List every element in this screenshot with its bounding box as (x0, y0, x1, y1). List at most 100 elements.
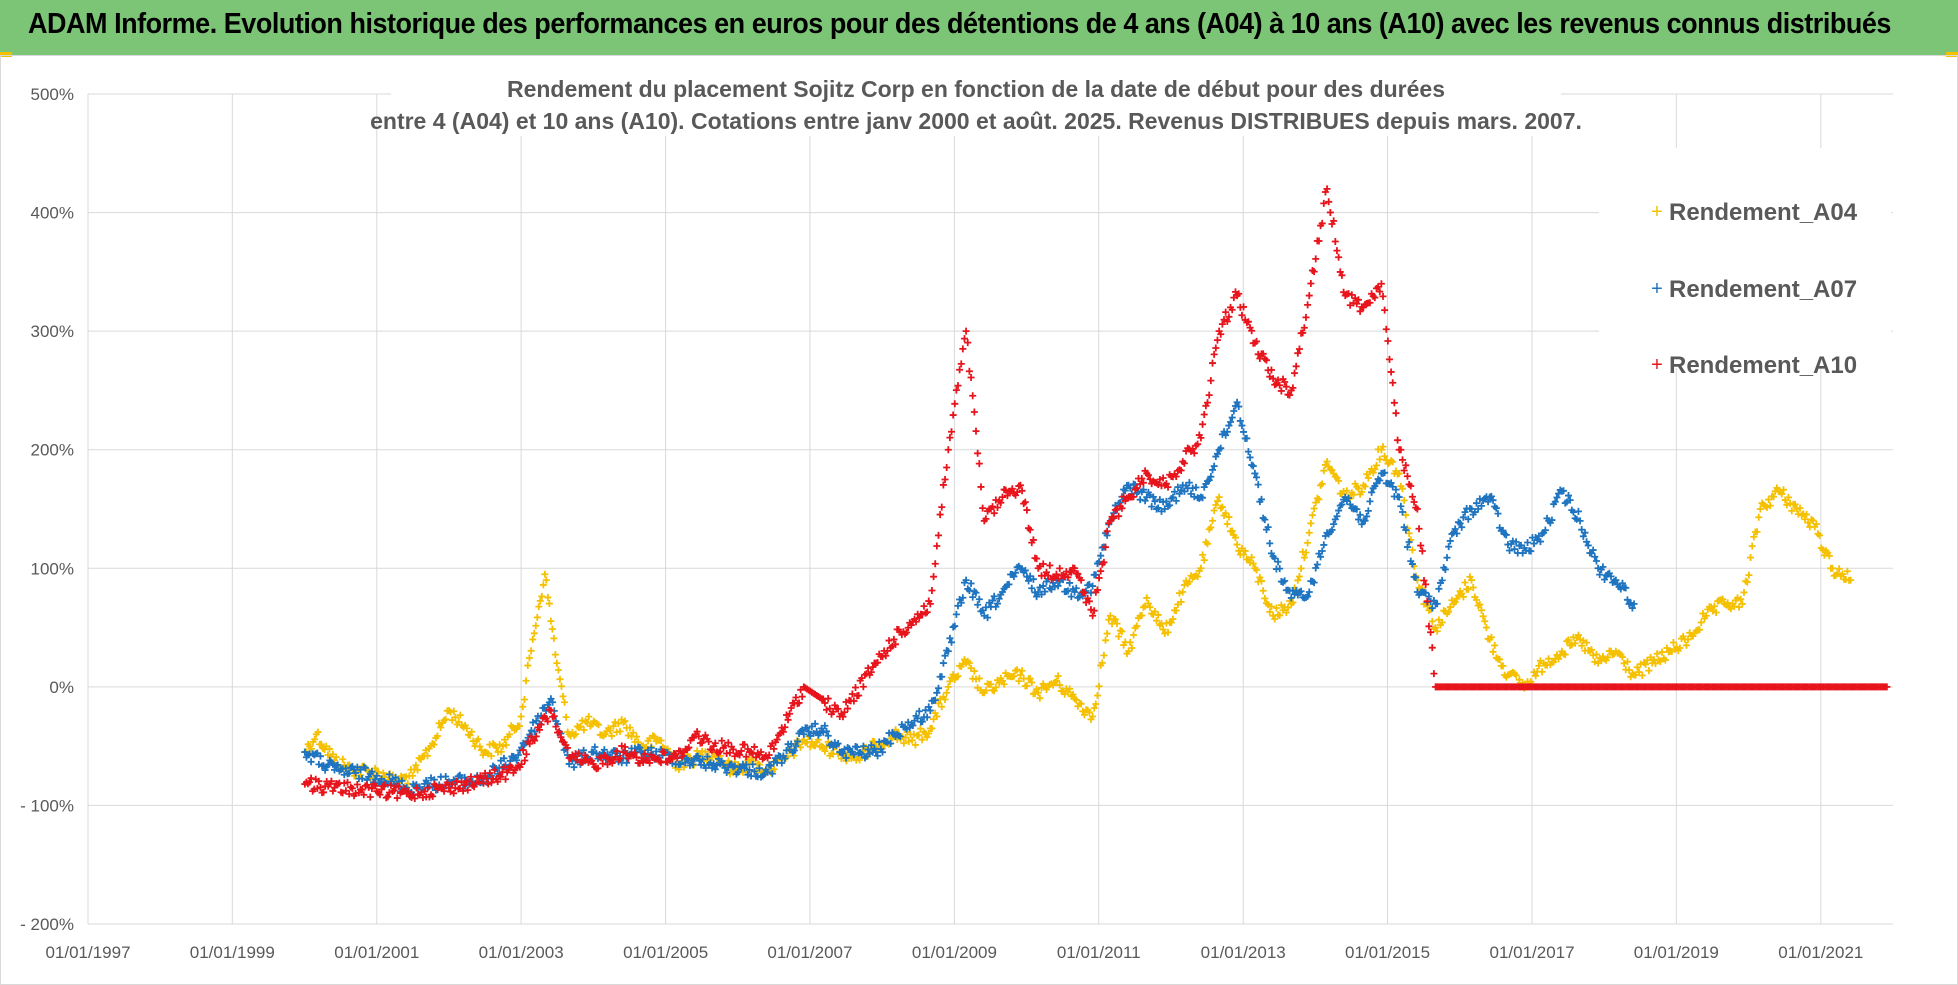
data-point (834, 705, 842, 713)
data-point (353, 781, 361, 789)
data-point (969, 593, 977, 601)
data-point (1092, 700, 1100, 708)
data-point (1494, 510, 1502, 518)
data-point (770, 765, 778, 773)
data-point (577, 722, 585, 730)
data-point (1395, 493, 1403, 501)
data-point (1010, 572, 1018, 580)
data-point (384, 793, 392, 801)
data-point (1428, 604, 1436, 612)
data-point (938, 673, 946, 681)
data-point (1578, 642, 1586, 650)
data-point (580, 746, 588, 754)
data-point (581, 751, 589, 759)
data-point (456, 711, 464, 719)
data-point (402, 773, 410, 781)
data-point (557, 733, 565, 741)
y-tick-label: 500% (31, 85, 74, 104)
data-point (515, 722, 523, 730)
data-point (1138, 612, 1146, 620)
data-point (1052, 677, 1060, 685)
data-point (882, 652, 890, 660)
data-point (1197, 434, 1205, 442)
data-point (1093, 586, 1101, 594)
data-point (1353, 505, 1361, 513)
data-point (1445, 608, 1453, 616)
data-point (1126, 638, 1134, 646)
data-point (1071, 588, 1079, 596)
legend-background (1599, 148, 1891, 368)
x-tick-label: 01/01/2003 (479, 943, 564, 962)
data-point (1023, 682, 1031, 690)
data-point (361, 764, 369, 772)
data-point (1812, 520, 1820, 528)
data-point (821, 747, 829, 755)
data-point (616, 754, 624, 762)
data-point (529, 635, 537, 643)
data-point (1289, 384, 1297, 392)
data-point (1594, 564, 1602, 572)
data-point (1033, 685, 1041, 693)
data-point (1013, 666, 1021, 674)
data-point (790, 746, 798, 754)
data-point (1379, 443, 1387, 451)
data-point (1661, 656, 1669, 664)
data-point (1318, 547, 1326, 555)
data-point (1103, 527, 1111, 535)
data-point (550, 634, 558, 642)
data-point (1400, 496, 1408, 504)
data-point (909, 721, 917, 729)
data-point (1630, 600, 1638, 608)
data-point (547, 707, 555, 715)
data-point (1218, 503, 1226, 511)
data-point (1684, 635, 1692, 643)
report-header: ADAM Informe. Evolution historique des p… (0, 0, 1958, 55)
data-point (903, 629, 911, 636)
data-point (1159, 474, 1167, 482)
data-point (1005, 580, 1013, 588)
data-point (1254, 481, 1262, 489)
data-point (911, 741, 919, 749)
data-point (731, 762, 739, 770)
data-point (1000, 680, 1008, 688)
data-point (1026, 675, 1034, 683)
data-point (530, 629, 538, 637)
data-point (1113, 620, 1121, 628)
data-point (539, 581, 547, 589)
data-point (902, 734, 910, 742)
data-point (1399, 508, 1407, 516)
data-point (1262, 356, 1270, 364)
data-point (1405, 538, 1413, 546)
data-point (1617, 585, 1625, 593)
data-point (997, 499, 1005, 507)
data-point (1464, 585, 1472, 593)
data-point (1100, 651, 1108, 659)
data-point (1477, 606, 1485, 614)
data-point (1148, 503, 1156, 511)
data-point (518, 760, 526, 768)
data-point (1420, 577, 1428, 585)
data-point (1386, 355, 1393, 363)
data-point (1210, 507, 1218, 515)
data-point (729, 745, 737, 753)
data-point (787, 704, 795, 712)
data-point (784, 716, 792, 724)
data-point (1036, 694, 1044, 702)
data-point (1604, 653, 1612, 661)
data-point (975, 460, 983, 468)
data-point (1373, 461, 1380, 469)
data-point (1172, 497, 1180, 505)
data-point (764, 768, 772, 776)
data-point (1261, 594, 1269, 602)
data-point (1574, 631, 1582, 639)
data-point (711, 739, 719, 747)
data-point (1180, 459, 1188, 467)
data-point (908, 736, 916, 744)
data-point (1682, 641, 1690, 649)
data-point (1476, 601, 1484, 609)
data-point (1656, 658, 1664, 666)
data-point (1778, 490, 1786, 498)
data-point (595, 721, 603, 729)
data-point (1445, 543, 1453, 551)
data-point (1069, 691, 1077, 699)
